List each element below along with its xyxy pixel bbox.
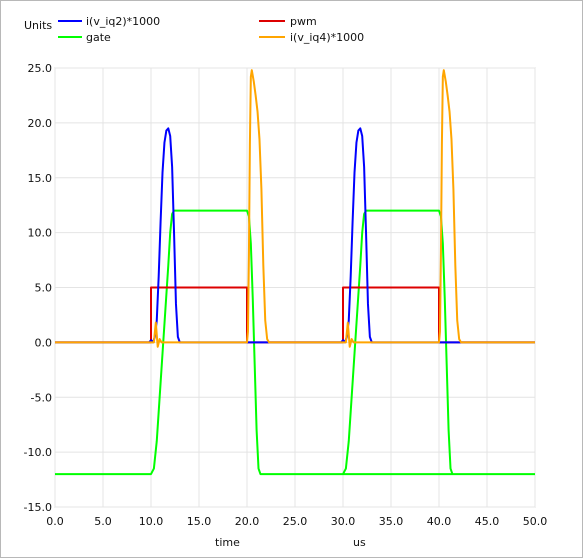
y-tick-label: -5.0 <box>31 391 52 404</box>
y-tick-label: 5.0 <box>35 282 53 295</box>
series-lines <box>55 69 535 476</box>
x-tick-label: 45.0 <box>475 515 500 528</box>
x-axis-unit: us <box>353 536 366 549</box>
y-tick-labels: 25.0 20.0 15.0 10.0 5.0 0.0 -5.0 -10.0 -15.0 <box>24 62 52 514</box>
x-tick-label: 20.0 <box>235 515 260 528</box>
legend-label-pwm: pwm <box>290 15 317 28</box>
x-tick-label: 5.0 <box>94 515 112 528</box>
legend-label-i-v-iq4-1000: i(v_iq4)*1000 <box>290 31 364 44</box>
x-axis-label: time <box>215 536 240 549</box>
y-tick-label: 20.0 <box>28 117 53 130</box>
x-tick-label: 50.0 <box>523 515 548 528</box>
series-line-i-v-iq4-1000 <box>55 69 535 348</box>
y-tick-label: 25.0 <box>28 62 53 75</box>
y-tick-label: -15.0 <box>24 501 52 514</box>
x-tick-label: 10.0 <box>139 515 164 528</box>
y-tick-label: 15.0 <box>28 172 53 185</box>
x-tick-label: 35.0 <box>379 515 404 528</box>
x-tick-label: 40.0 <box>427 515 452 528</box>
x-tick-label: 0.0 <box>46 515 64 528</box>
x-tick-labels: 0.0 5.0 10.0 15.0 20.0 25.0 30.0 35.0 40.0 45.0 50… <box>46 515 547 528</box>
x-tick-label: 25.0 <box>283 515 308 528</box>
y-tick-label: 10.0 <box>28 227 53 240</box>
y-tick-label: -10.0 <box>24 446 52 459</box>
y-tick-label: 0.0 <box>35 336 53 349</box>
legend-label-i-v-iq2-1000: i(v_iq2)*1000 <box>86 15 160 28</box>
y-axis-label: Units <box>24 19 52 32</box>
series-line-gate <box>55 209 535 476</box>
legend-label-gate: gate <box>86 31 111 44</box>
x-tick-label: 15.0 <box>187 515 212 528</box>
x-tick-label: 30.0 <box>331 515 356 528</box>
